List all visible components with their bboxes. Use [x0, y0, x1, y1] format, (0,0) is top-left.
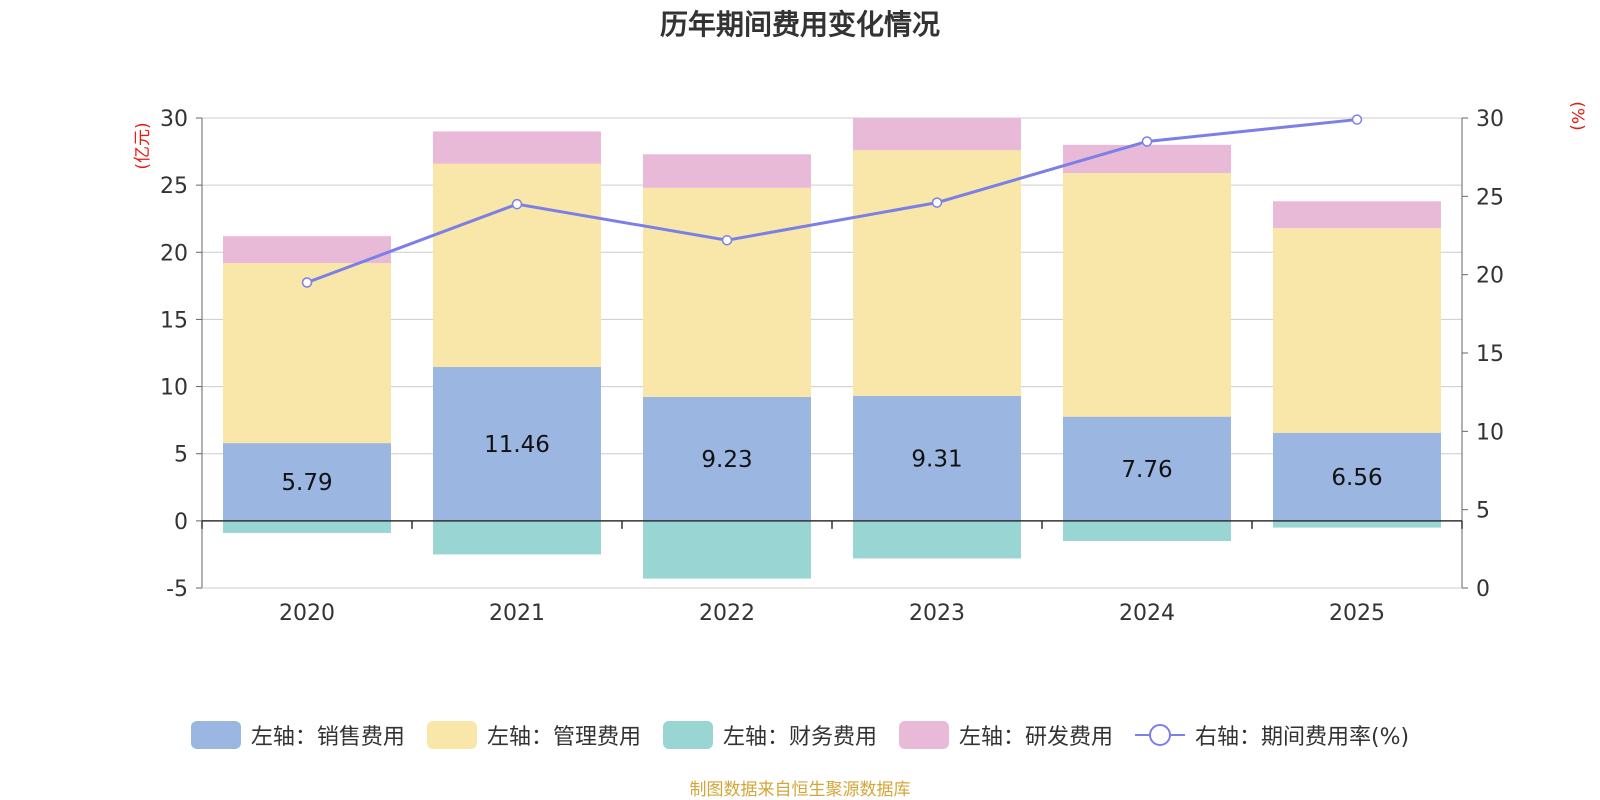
data-label: 6.56 [1331, 465, 1382, 491]
bar [1063, 173, 1231, 417]
legend-line-circle-icon [1134, 724, 1185, 746]
bar [1273, 228, 1441, 433]
x-tick-label: 2021 [489, 601, 545, 626]
y-right-tick-label: 10 [1476, 420, 1504, 445]
y-right-tick-label: 0 [1476, 577, 1490, 602]
y-right-tick-label: 30 [1476, 107, 1504, 132]
y-right-axis-label: (%) [1567, 101, 1587, 130]
bar [433, 131, 601, 164]
legend-label-rnd: 左轴：研发费用 [958, 725, 1113, 750]
legend: 左轴：销售费用 左轴：管理费用 左轴：财务费用 左轴：研发费用 右轴：期间费用率… [0, 720, 1600, 750]
legend-label-sales: 左轴：销售费用 [250, 725, 405, 750]
y-left-tick-label: 15 [160, 308, 188, 333]
bar [643, 520, 811, 579]
legend-item-admin[interactable]: 左轴：管理费用 [426, 719, 641, 751]
bar [853, 395, 1021, 521]
rate-point [1141, 136, 1153, 147]
bar [853, 520, 1021, 559]
data-label: 9.31 [911, 446, 962, 472]
bar [1063, 520, 1231, 541]
y-left-tick-label: 20 [160, 241, 188, 266]
y-right-tick-label: 15 [1476, 342, 1504, 367]
legend-swatch-finance [662, 721, 713, 749]
y-right-tick-label: 25 [1476, 185, 1504, 210]
x-tick-label: 2025 [1329, 601, 1385, 626]
y-left-tick-label: 5 [174, 443, 188, 468]
legend-label-finance: 左轴：财务费用 [722, 725, 877, 750]
bar [853, 118, 1021, 151]
legend-item-rate[interactable]: 右轴：期间费用率(%) [1134, 719, 1410, 751]
bar [643, 396, 811, 521]
bar [433, 163, 601, 367]
rate-point [931, 197, 943, 208]
x-tick-label: 2020 [279, 601, 335, 626]
rate-point [511, 198, 523, 210]
legend-item-sales[interactable]: 左轴：销售费用 [190, 719, 405, 751]
bar [223, 443, 391, 521]
bar [643, 187, 811, 397]
data-label: 5.79 [281, 470, 332, 496]
rate-point [721, 234, 733, 246]
y-left-tick-label: 30 [160, 107, 188, 132]
bar [223, 236, 391, 264]
x-tick-label: 2023 [909, 601, 965, 626]
legend-swatch-admin [426, 721, 477, 749]
bar [1273, 520, 1441, 528]
legend-item-rnd[interactable]: 左轴：研发费用 [898, 719, 1113, 751]
bar [853, 150, 1021, 396]
y-right-tick-label: 5 [1476, 499, 1490, 524]
legend-label-rate: 右轴：期间费用率(%) [1194, 725, 1410, 750]
data-label: 9.23 [701, 447, 752, 473]
x-tick-label: 2024 [1119, 601, 1175, 626]
source-note: 制图数据来自恒生聚源数据库 [689, 780, 911, 800]
y-left-tick-label: 25 [160, 174, 188, 199]
bar [643, 154, 811, 188]
x-tick-label: 2022 [699, 601, 755, 626]
y-left-tick-label: -5 [166, 577, 188, 602]
data-label: 7.76 [1121, 457, 1172, 483]
bar [433, 366, 601, 521]
bar [1273, 432, 1441, 521]
bar [1063, 416, 1231, 521]
chart: 历年期间费用变化情况-5051015202530051015202530(亿元)… [133, 8, 1587, 626]
legend-swatch-sales [190, 721, 241, 749]
bar [223, 263, 391, 444]
legend-item-finance[interactable]: 左轴：财务费用 [662, 719, 877, 751]
y-left-tick-label: 10 [160, 376, 188, 401]
legend-label-admin: 左轴：管理费用 [486, 725, 641, 750]
bar [433, 520, 601, 555]
rate-point [301, 277, 313, 288]
rate-point [1351, 114, 1363, 125]
y-left-tick-label: 0 [174, 510, 188, 535]
bar [1273, 201, 1441, 229]
data-label: 11.46 [484, 432, 550, 458]
bar [223, 520, 391, 533]
y-left-axis-label: (亿元) [133, 122, 153, 169]
legend-swatch-rnd [898, 721, 949, 749]
y-right-tick-label: 20 [1476, 264, 1504, 289]
chart-title: 历年期间费用变化情况 [660, 8, 940, 41]
rate-line [306, 118, 1358, 284]
